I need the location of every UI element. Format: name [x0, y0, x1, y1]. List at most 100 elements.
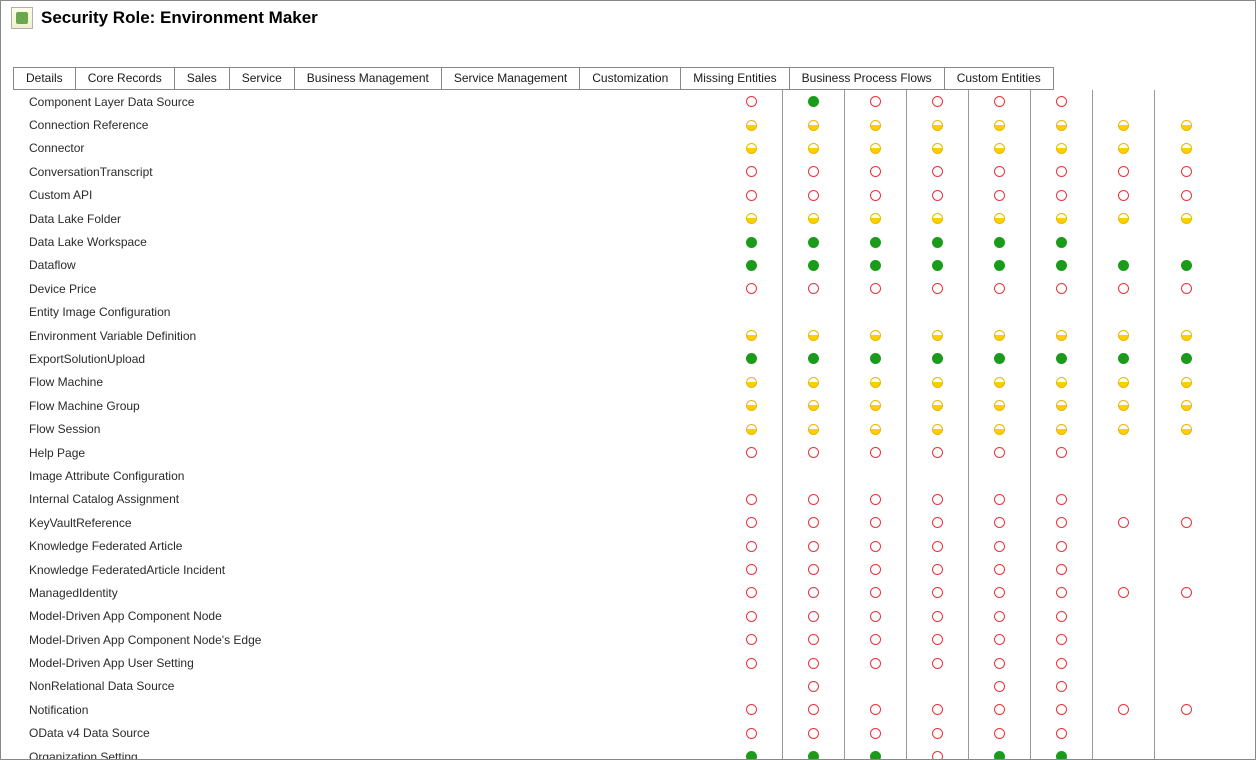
permission-cell[interactable]	[1093, 394, 1155, 417]
permission-cell[interactable]	[1031, 394, 1093, 417]
permission-cell[interactable]	[969, 230, 1031, 253]
permission-cell[interactable]	[721, 394, 783, 417]
tab-missing-entities[interactable]: Missing Entities	[680, 67, 789, 90]
permission-cell[interactable]	[1093, 511, 1155, 534]
permission-cell[interactable]	[1031, 581, 1093, 604]
permission-cell[interactable]	[1155, 160, 1217, 183]
permission-cell[interactable]	[783, 534, 845, 557]
permission-cell[interactable]	[1031, 651, 1093, 674]
permission-cell[interactable]	[721, 301, 783, 324]
permission-cell[interactable]	[783, 441, 845, 464]
permission-cell[interactable]	[783, 113, 845, 136]
permission-cell[interactable]	[1093, 464, 1155, 487]
permission-cell[interactable]	[721, 698, 783, 721]
permission-cell[interactable]	[783, 675, 845, 698]
permission-cell[interactable]	[969, 651, 1031, 674]
permission-cell[interactable]	[783, 230, 845, 253]
permission-cell[interactable]	[845, 464, 907, 487]
permission-cell[interactable]	[845, 160, 907, 183]
permission-cell[interactable]	[1155, 488, 1217, 511]
permission-cell[interactable]	[783, 605, 845, 628]
tab-details[interactable]: Details	[13, 67, 76, 90]
permission-cell[interactable]	[969, 605, 1031, 628]
permission-cell[interactable]	[1031, 324, 1093, 347]
permission-cell[interactable]	[907, 137, 969, 160]
permission-cell[interactable]	[1155, 558, 1217, 581]
permission-cell[interactable]	[721, 160, 783, 183]
permission-cell[interactable]	[845, 347, 907, 370]
permission-cell[interactable]	[1155, 441, 1217, 464]
permission-cell[interactable]	[907, 651, 969, 674]
permission-cell[interactable]	[845, 113, 907, 136]
permission-cell[interactable]	[783, 254, 845, 277]
permission-cell[interactable]	[845, 277, 907, 300]
permission-cell[interactable]	[1031, 160, 1093, 183]
permission-cell[interactable]	[1155, 534, 1217, 557]
permission-cell[interactable]	[845, 417, 907, 440]
permission-cell[interactable]	[907, 277, 969, 300]
permission-cell[interactable]	[969, 184, 1031, 207]
permission-cell[interactable]	[783, 628, 845, 651]
permission-cell[interactable]	[1093, 347, 1155, 370]
permission-cell[interactable]	[1093, 441, 1155, 464]
permission-cell[interactable]	[845, 184, 907, 207]
permission-cell[interactable]	[721, 605, 783, 628]
permission-cell[interactable]	[907, 581, 969, 604]
permission-cell[interactable]	[907, 605, 969, 628]
permission-cell[interactable]	[783, 207, 845, 230]
tab-core-records[interactable]: Core Records	[75, 67, 175, 90]
permission-cell[interactable]	[1093, 417, 1155, 440]
permission-cell[interactable]	[845, 745, 907, 760]
permission-cell[interactable]	[783, 558, 845, 581]
permission-cell[interactable]	[969, 394, 1031, 417]
permission-cell[interactable]	[1155, 581, 1217, 604]
permission-cell[interactable]	[907, 324, 969, 347]
permission-cell[interactable]	[721, 254, 783, 277]
permission-cell[interactable]	[721, 488, 783, 511]
permission-cell[interactable]	[969, 113, 1031, 136]
permission-cell[interactable]	[721, 417, 783, 440]
permission-cell[interactable]	[1031, 745, 1093, 760]
permission-cell[interactable]	[1031, 698, 1093, 721]
permission-cell[interactable]	[907, 745, 969, 760]
permission-cell[interactable]	[1155, 651, 1217, 674]
permission-cell[interactable]	[845, 441, 907, 464]
permission-cell[interactable]	[907, 371, 969, 394]
permission-cell[interactable]	[721, 464, 783, 487]
permission-cell[interactable]	[845, 722, 907, 745]
permission-cell[interactable]	[783, 651, 845, 674]
permission-cell[interactable]	[1031, 230, 1093, 253]
permission-cell[interactable]	[1155, 113, 1217, 136]
permission-cell[interactable]	[1031, 137, 1093, 160]
tab-custom-entities[interactable]: Custom Entities	[944, 67, 1054, 90]
permission-cell[interactable]	[1031, 628, 1093, 651]
permission-cell[interactable]	[721, 137, 783, 160]
permission-cell[interactable]	[1155, 464, 1217, 487]
permission-cell[interactable]	[907, 254, 969, 277]
permission-cell[interactable]	[783, 324, 845, 347]
permission-cell[interactable]	[845, 558, 907, 581]
permission-cell[interactable]	[845, 698, 907, 721]
permission-cell[interactable]	[1155, 230, 1217, 253]
permission-cell[interactable]	[783, 90, 845, 113]
permission-cell[interactable]	[907, 184, 969, 207]
permission-cell[interactable]	[907, 698, 969, 721]
permission-cell[interactable]	[1031, 534, 1093, 557]
permission-cell[interactable]	[1093, 160, 1155, 183]
permission-cell[interactable]	[1031, 113, 1093, 136]
permission-cell[interactable]	[969, 628, 1031, 651]
tab-business-management[interactable]: Business Management	[294, 67, 442, 90]
permission-cell[interactable]	[845, 394, 907, 417]
permission-cell[interactable]	[969, 301, 1031, 324]
permission-cell[interactable]	[845, 581, 907, 604]
permission-cell[interactable]	[783, 301, 845, 324]
permission-cell[interactable]	[783, 137, 845, 160]
permission-cell[interactable]	[969, 581, 1031, 604]
permission-cell[interactable]	[1155, 628, 1217, 651]
permission-cell[interactable]	[907, 207, 969, 230]
permission-cell[interactable]	[969, 137, 1031, 160]
permission-cell[interactable]	[1155, 207, 1217, 230]
permission-cell[interactable]	[721, 277, 783, 300]
permission-cell[interactable]	[969, 254, 1031, 277]
permission-cell[interactable]	[1155, 745, 1217, 760]
